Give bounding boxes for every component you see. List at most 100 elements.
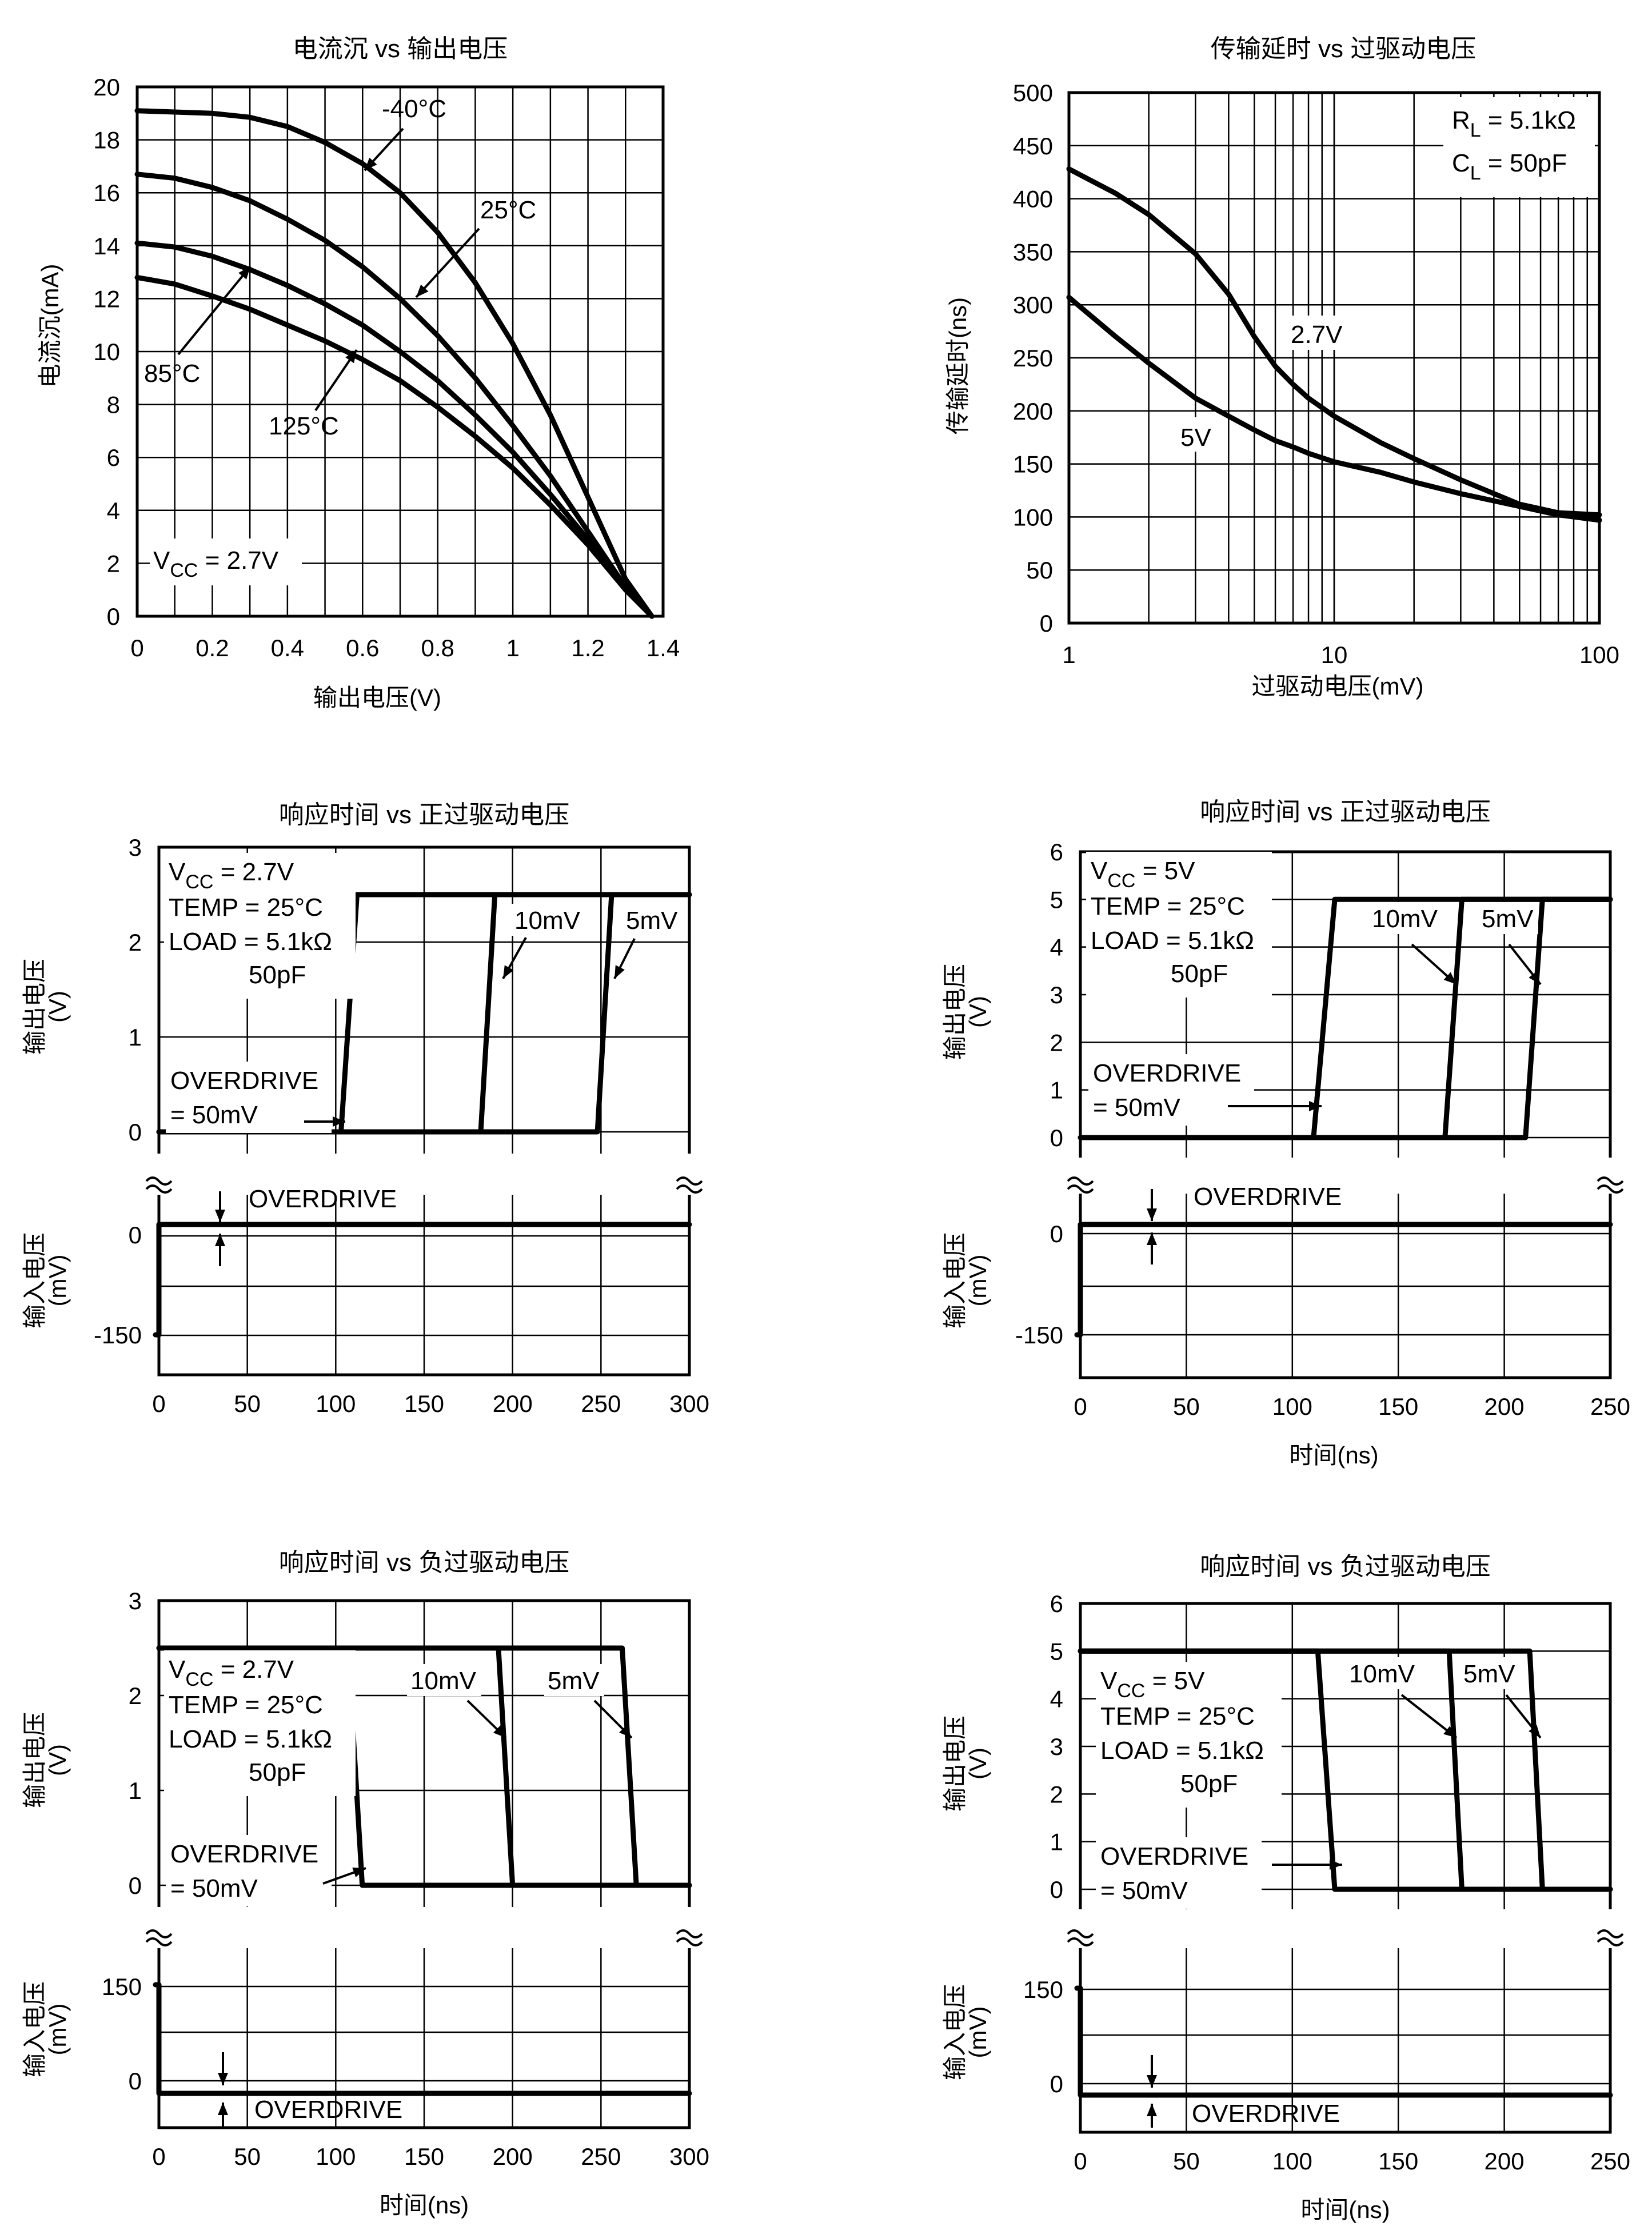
overdrive-input-label: OVERDRIVE <box>249 1185 397 1213</box>
vcc-label-sub: CC <box>1107 870 1135 892</box>
arrow-50mv-head <box>333 1116 345 1127</box>
arrow-85-head <box>238 266 250 280</box>
y-tick-label: 16 <box>93 179 120 206</box>
x-tick-label: 250 <box>581 2143 621 2170</box>
conditions-bg <box>1086 852 1272 998</box>
overdrive-value-label: = 50mV <box>170 1101 258 1129</box>
cap-label: 50pF <box>1180 1770 1238 1798</box>
vcc-label-rest: = 2.7V <box>213 858 294 886</box>
plot-frame <box>135 85 665 618</box>
arrow-50mv-head <box>352 1867 366 1877</box>
axis-break-left-b <box>145 1937 173 1946</box>
axis-break-right-a <box>1597 1929 1624 1938</box>
x-tick-label: 50 <box>1173 2148 1200 2175</box>
series-line-2 <box>134 240 655 619</box>
overdrive-arrow-top <box>1147 2055 1157 2088</box>
overdrive-value-label: = 50mV <box>170 1874 258 1902</box>
x-tick-label: 200 <box>493 2143 533 2170</box>
y-tick-label-top: 2 <box>129 929 142 956</box>
x-tick-label: 0 <box>152 1390 165 1417</box>
series-label-minus40: -40°C <box>382 95 446 123</box>
y-axis-unit-bottom: (mV) <box>44 1255 71 1307</box>
arrow-10mv <box>466 1700 507 1739</box>
label-5mv: 5mV <box>1463 1660 1515 1688</box>
label-10mv-bg <box>511 904 585 936</box>
y-tick-label-bottom: 150 <box>1023 1976 1063 2003</box>
arrow-50mv-head <box>1330 1860 1342 1870</box>
overdrive-arrow-bottom <box>218 2103 228 2127</box>
y-tick-label-top: 5 <box>1050 886 1063 913</box>
overdrive-label: OVERDRIVE <box>1100 1842 1248 1870</box>
x-tick-label: 100 <box>1272 2148 1312 2175</box>
vcc-label-sub: CC <box>185 1669 213 1690</box>
arrow-25 <box>415 228 480 298</box>
vcc-label: VCC = 5V <box>1100 1667 1205 1702</box>
top-frame <box>157 1599 691 1907</box>
arrow-85 <box>177 265 252 356</box>
vcc-label: VCC = 2.7V <box>169 1655 294 1690</box>
x-axis-label: 输出电压(V) <box>313 684 441 711</box>
y-tick-label-top: 3 <box>129 1587 142 1614</box>
y-axis-unit-bottom: (mV) <box>964 2006 991 2059</box>
overdrive-arrow-top-head <box>215 1210 225 1222</box>
x-tick-label: 150 <box>1378 2148 1418 2175</box>
y-tick-label: 350 <box>1013 238 1053 265</box>
y-tick-label-top: 6 <box>1050 839 1063 865</box>
vcc-label: VCC = 2.7V <box>153 546 279 581</box>
y-tick-label: 6 <box>107 444 120 471</box>
label-10mv: 10mV <box>1349 1660 1415 1688</box>
output-trace-2 <box>156 1645 692 1888</box>
x-tick-label: 100 <box>316 1390 356 1417</box>
chart-title: 电流沉 vs 输出电压 <box>293 35 508 63</box>
series-line-3 <box>134 274 655 619</box>
y-tick-label: 12 <box>93 285 120 312</box>
cap-label: 50pF <box>249 1758 306 1786</box>
series-label-125: 125°C <box>269 412 339 440</box>
y-tick-label: 4 <box>107 497 120 524</box>
y-tick-label-top: 2 <box>1050 1029 1063 1056</box>
overdrive-arrow-bottom-head <box>1147 2104 1157 2116</box>
x-tick-label: 50 <box>1173 1393 1200 1420</box>
arrow-10mv-head <box>1443 1726 1457 1738</box>
x-tick-label: 0.6 <box>346 635 379 661</box>
overdrive-arrow-top-head <box>1147 2075 1157 2088</box>
x-tick-label: 100 <box>1272 1393 1312 1420</box>
arrow-50mv <box>1228 1101 1322 1111</box>
label-5mv-bg <box>623 904 683 936</box>
y-tick-label: 18 <box>93 127 120 154</box>
axis-break-left-a <box>1067 1929 1094 1938</box>
series-line-1 <box>1066 294 1602 523</box>
x-tick-label: 200 <box>1485 2148 1525 2175</box>
arrow-25-shaft <box>415 228 480 298</box>
rl-label-main: R <box>1452 106 1470 134</box>
label-10mv-bg <box>1346 1657 1420 1689</box>
axis-break-right-b <box>1597 1937 1624 1946</box>
overdrive-arrow-bottom-head <box>215 1234 225 1246</box>
x-tick-label: 250 <box>581 1390 621 1417</box>
conditions-bg <box>164 1650 356 1796</box>
x-tick-label: 250 <box>1590 2148 1630 2175</box>
cl-label: CL = 50pF <box>1452 149 1567 184</box>
label-5mv: 5mV <box>626 907 678 935</box>
y-axis-label-bottom: 输入电压 <box>941 1232 968 1329</box>
rl-label: RL = 5.1kΩ <box>1452 106 1576 141</box>
vcc-label-rest: = 2.7V <box>213 1655 294 1684</box>
chart-title: 传输延时 vs 过驱动电压 <box>1211 35 1476 63</box>
overdrive-input-label: OVERDRIVE <box>1192 2100 1340 2128</box>
x-tick-label: 0.2 <box>195 635 229 661</box>
axis-break-left-a <box>1067 1176 1094 1186</box>
arrow-5mv-head <box>619 1725 632 1738</box>
output-trace-2 <box>1078 896 1613 1140</box>
x-tick-label: 100 <box>1579 641 1619 668</box>
arrow-5mv-head <box>1529 971 1541 984</box>
temp-label: TEMP = 25°C <box>169 893 323 921</box>
rl-label-rest: = 5.1kΩ <box>1481 106 1576 134</box>
overdrive-label: OVERDRIVE <box>1093 1059 1241 1087</box>
input-trace <box>153 1982 692 2096</box>
x-tick-label: 200 <box>1485 1393 1525 1420</box>
vcc-label-main: V <box>1100 1667 1118 1695</box>
arrow-125 <box>314 349 358 412</box>
series-label-25: 25°C <box>480 196 536 224</box>
axis-break-right-b <box>1597 1184 1624 1194</box>
